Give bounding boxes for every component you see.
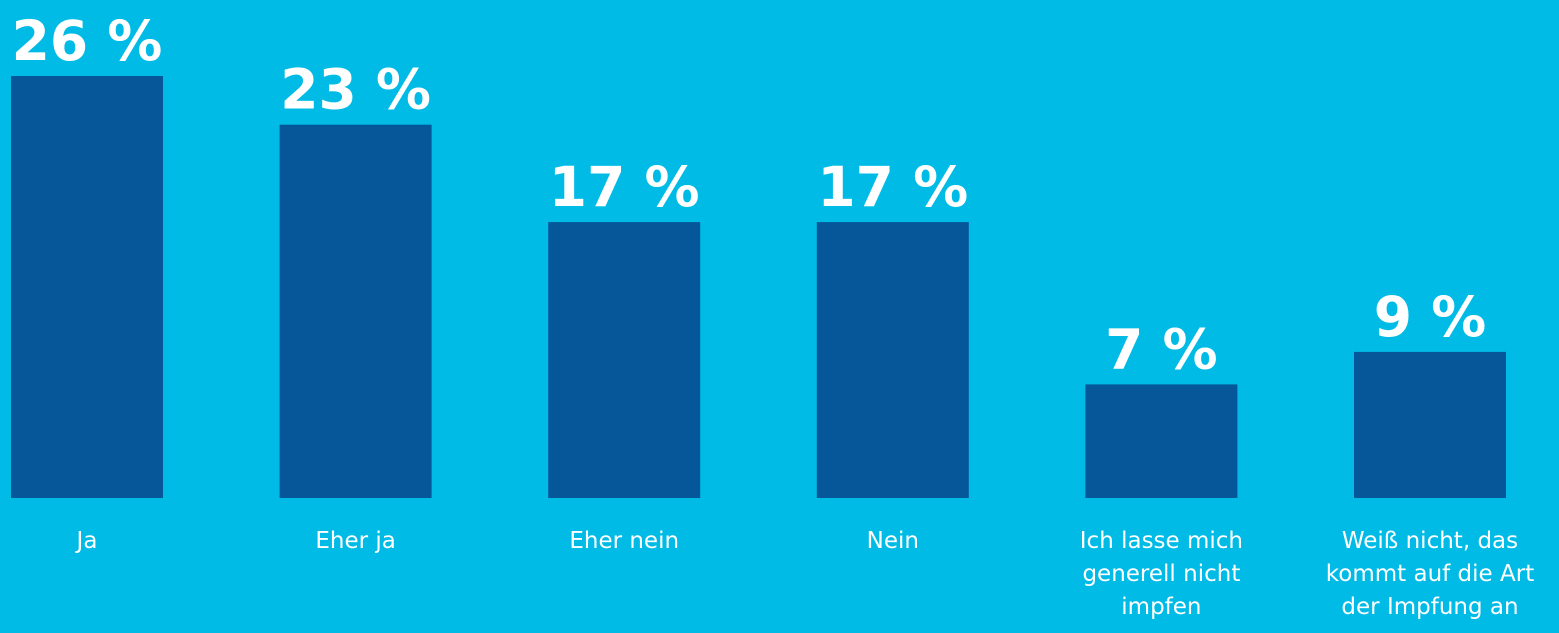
category-label-5: Ich lasse mich generell nicht impfen (1080, 528, 1243, 620)
value-label-2: 23 % (280, 58, 431, 122)
category-label-line: Nein (867, 528, 919, 554)
bar-6 (1354, 351, 1506, 498)
category-label-line: Weiß nicht, das (1342, 528, 1518, 554)
bars-group (11, 76, 1506, 498)
category-labels-group: Ja Eher ja Eher nein Nein Ich lasse mich gene… (75, 528, 1535, 620)
category-label-2: Eher ja (315, 528, 396, 554)
category-label-line: kommt auf die Art (1326, 561, 1534, 587)
bar-3 (548, 222, 701, 498)
value-label-3: 17 % (549, 155, 700, 219)
value-label-5: 7 % (1105, 317, 1218, 381)
value-label-1: 26 % (12, 9, 163, 73)
category-label-line: Eher ja (315, 528, 396, 554)
bar-5 (1085, 384, 1238, 498)
bar-4 (816, 222, 969, 498)
category-label-line: der Impfung an (1341, 594, 1518, 620)
value-labels-group: 26 % 23 % 17 % 17 % 7 % 9 % (12, 9, 1487, 381)
category-label-line: Eher nein (569, 528, 679, 554)
category-label-1: Ja (75, 528, 98, 554)
category-label-line: Ja (75, 528, 98, 554)
category-label-line: impfen (1121, 594, 1201, 620)
category-label-line: generell nicht (1082, 561, 1240, 587)
bar-2 (279, 124, 432, 498)
value-label-6: 9 % (1374, 285, 1487, 349)
category-label-4: Nein (867, 528, 919, 554)
bar-1 (11, 76, 163, 498)
category-label-6: Weiß nicht, das kommt auf die Art der Impf… (1326, 528, 1534, 620)
value-label-4: 17 % (817, 155, 968, 219)
category-label-line: Ich lasse mich (1080, 528, 1243, 554)
category-label-3: Eher nein (569, 528, 679, 554)
